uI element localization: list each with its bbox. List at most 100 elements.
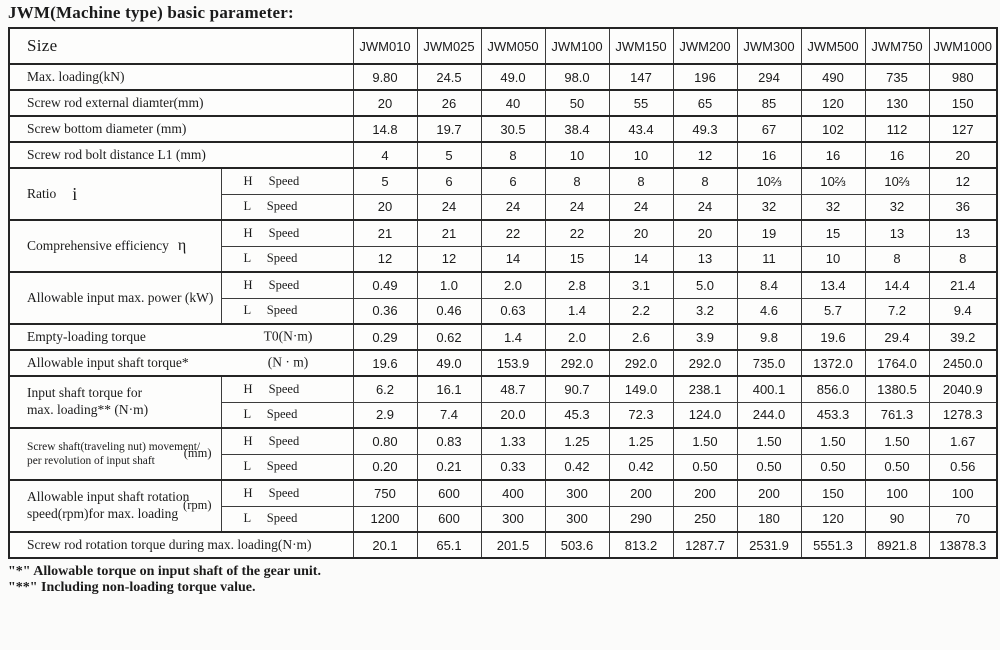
unit-label: (mm) bbox=[183, 446, 212, 461]
speed-label-l: L Speed bbox=[220, 297, 354, 325]
speed-label-h: H Speed bbox=[220, 271, 354, 299]
value-cell: 130 bbox=[864, 89, 930, 117]
value-cell: 1764.0 bbox=[864, 349, 930, 377]
value-cell: 1.25 bbox=[544, 427, 610, 455]
value-cell: 0.83 bbox=[416, 427, 482, 455]
table-row: Allowable input max. power (kW) H Speed … bbox=[8, 271, 998, 325]
column-header: JWM1000 bbox=[928, 27, 998, 65]
value-cell: 100 bbox=[864, 479, 930, 507]
value-cell: 400 bbox=[480, 479, 546, 507]
value-cell: 1.67 bbox=[928, 427, 998, 455]
value-cell: 0.50 bbox=[672, 453, 738, 481]
value-cell: 14 bbox=[608, 245, 674, 273]
value-cell: 1.50 bbox=[800, 427, 866, 455]
value-cell: 2.8 bbox=[544, 271, 610, 299]
value-cell: 1.50 bbox=[736, 427, 802, 455]
value-cell: 10 bbox=[544, 141, 610, 169]
table-row: L Speed 20 24 24 24 24 24 32 32 32 36 bbox=[9, 193, 998, 221]
value-cell: 20.0 bbox=[480, 401, 546, 429]
value-cell: 7.2 bbox=[864, 297, 930, 325]
column-header: JWM010 bbox=[352, 27, 418, 65]
value-cell: 32 bbox=[864, 193, 930, 221]
value-cell: 180 bbox=[736, 505, 802, 533]
value-cell: 8 bbox=[928, 245, 998, 273]
value-cell: 45.3 bbox=[544, 401, 610, 429]
value-cell: 20 bbox=[352, 89, 418, 117]
ratio-symbol: i bbox=[72, 183, 78, 204]
parameter-table: Size JWM010 JWM025 JWM050 JWM100 JWM150 … bbox=[8, 27, 998, 559]
value-cell: 24 bbox=[480, 193, 546, 221]
value-cell: 48.7 bbox=[480, 375, 546, 403]
row-label: Allowable input shaft rotation speed(rpm… bbox=[8, 479, 222, 533]
value-cell: 1200 bbox=[352, 505, 418, 533]
value-cell: 2450.0 bbox=[928, 349, 998, 377]
value-cell: 19.6 bbox=[800, 323, 866, 351]
value-cell: 1.4 bbox=[480, 323, 546, 351]
row-label: Ratio i bbox=[8, 167, 222, 221]
value-cell: 49.0 bbox=[416, 349, 482, 377]
value-cell: 8921.8 bbox=[864, 531, 930, 559]
value-cell: 150 bbox=[928, 89, 998, 117]
value-cell: 6 bbox=[480, 167, 546, 195]
table-row: L Speed 0.36 0.46 0.63 1.4 2.2 3.2 4.6 5.7 7.2 9.… bbox=[9, 297, 998, 325]
value-cell: 49.3 bbox=[672, 115, 738, 143]
value-cell: 5.7 bbox=[800, 297, 866, 325]
speed-label-l: L Speed bbox=[220, 401, 354, 429]
value-cell: 2.0 bbox=[544, 323, 610, 351]
value-cell: 3.1 bbox=[608, 271, 674, 299]
value-cell: 0.50 bbox=[864, 453, 930, 481]
unit-label: T0(N·m) bbox=[263, 328, 313, 344]
row-label: Empty-loading torque T0(N·m) bbox=[8, 323, 354, 351]
value-cell: 11 bbox=[736, 245, 802, 273]
value-cell: 292.0 bbox=[608, 349, 674, 377]
table-row: Comprehensive efficiency η H Speed 21 21 22… bbox=[8, 219, 998, 273]
value-cell: 9.4 bbox=[928, 297, 998, 325]
speed-label-l: L Speed bbox=[220, 193, 354, 221]
value-cell: 36 bbox=[928, 193, 998, 221]
value-cell: 147 bbox=[608, 63, 674, 91]
speed-label-h: H Speed bbox=[220, 375, 354, 403]
table-row: Input shaft torque for max. loading** (N… bbox=[8, 375, 998, 429]
value-cell: 14.4 bbox=[864, 271, 930, 299]
value-cell: 90.7 bbox=[544, 375, 610, 403]
value-cell: 600 bbox=[416, 479, 482, 507]
value-cell: 453.3 bbox=[800, 401, 866, 429]
value-cell: 300 bbox=[544, 479, 610, 507]
value-cell: 250 bbox=[672, 505, 738, 533]
value-cell: 16 bbox=[864, 141, 930, 169]
value-cell: 1.4 bbox=[544, 297, 610, 325]
table-row: L Speed 1200 600 300 300 290 250 180 120 90 70 bbox=[9, 505, 998, 533]
value-cell: 0.29 bbox=[352, 323, 418, 351]
value-cell: 1.0 bbox=[416, 271, 482, 299]
table-row: Allowable input shaft torque* (N · m) 19… bbox=[8, 349, 998, 377]
table-row: L Speed 2.9 7.4 20.0 45.3 72.3 124.0 244.0 453.… bbox=[9, 401, 998, 429]
value-cell: 761.3 bbox=[864, 401, 930, 429]
row-label: Max. loading(kN) bbox=[8, 63, 354, 91]
value-cell: 14.8 bbox=[352, 115, 418, 143]
value-cell: 13 bbox=[672, 245, 738, 273]
value-cell: 5551.3 bbox=[800, 531, 866, 559]
speed-label-h: H Speed bbox=[220, 167, 354, 195]
value-cell: 32 bbox=[800, 193, 866, 221]
value-cell: 0.80 bbox=[352, 427, 418, 455]
value-cell: 98.0 bbox=[544, 63, 610, 91]
row-label: Input shaft torque for max. loading** (N… bbox=[8, 375, 222, 429]
table-row: Screw rod bolt distance L1 (mm) 4 5 8 10 10 1… bbox=[8, 141, 998, 169]
value-cell: 2531.9 bbox=[736, 531, 802, 559]
value-cell: 20 bbox=[352, 193, 418, 221]
value-cell: 32 bbox=[736, 193, 802, 221]
value-cell: 15 bbox=[800, 219, 866, 247]
value-cell: 9.8 bbox=[736, 323, 802, 351]
value-cell: 0.62 bbox=[416, 323, 482, 351]
value-cell: 813.2 bbox=[608, 531, 674, 559]
value-cell: 5 bbox=[416, 141, 482, 169]
value-cell: 0.56 bbox=[928, 453, 998, 481]
row-label: Allowable input shaft torque* (N · m) bbox=[8, 349, 354, 377]
value-cell: 6.2 bbox=[352, 375, 418, 403]
value-cell: 13878.3 bbox=[928, 531, 998, 559]
value-cell: 8 bbox=[480, 141, 546, 169]
value-cell: 1380.5 bbox=[864, 375, 930, 403]
value-cell: 49.0 bbox=[480, 63, 546, 91]
value-cell: 120 bbox=[800, 89, 866, 117]
value-cell: 200 bbox=[672, 479, 738, 507]
